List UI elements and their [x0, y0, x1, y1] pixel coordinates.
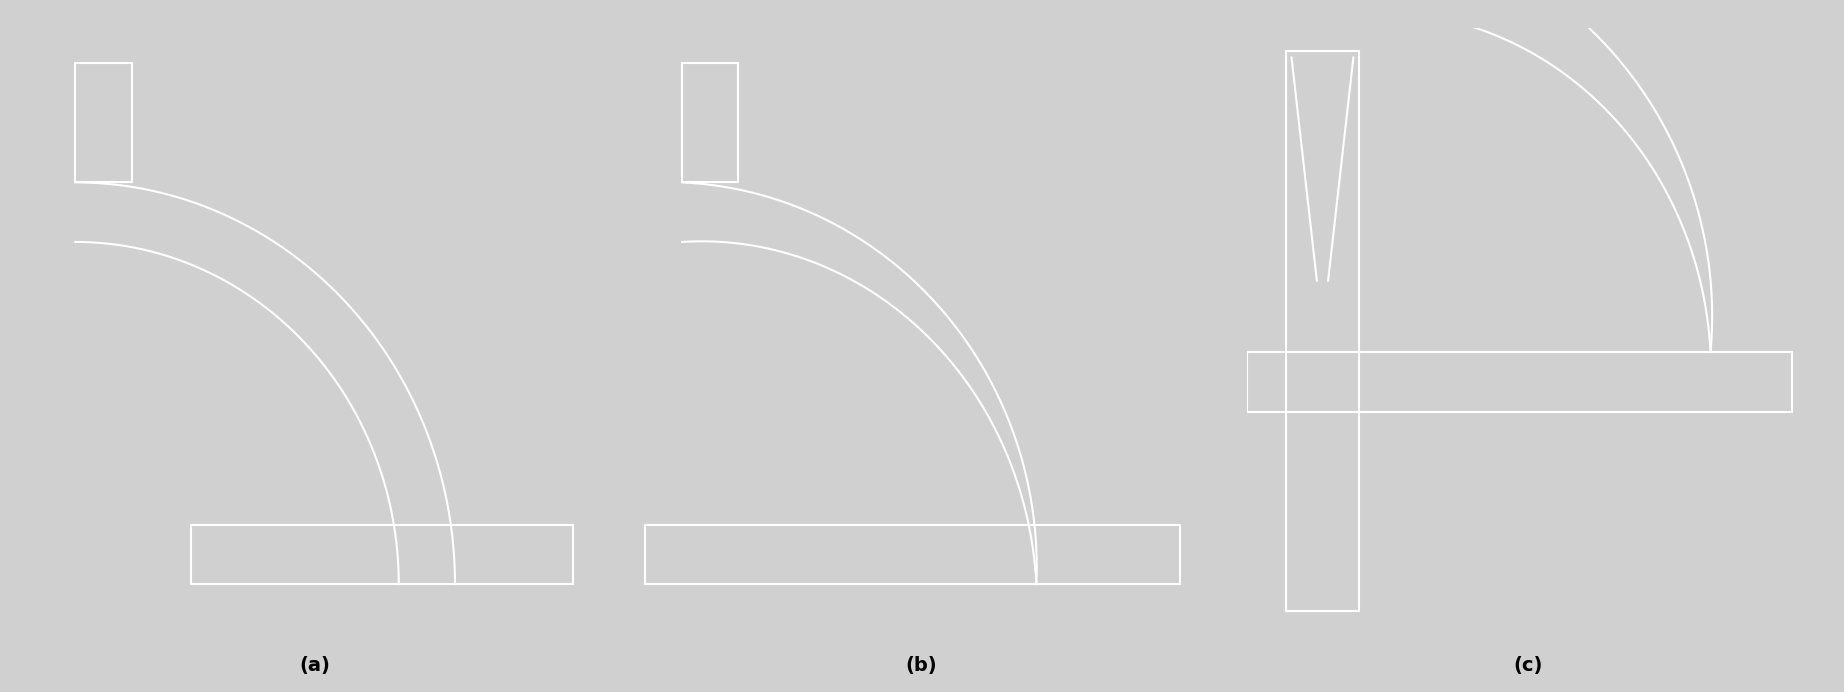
Text: (a): (a) — [299, 656, 330, 675]
Bar — [645, 525, 1180, 584]
Bar — [1247, 352, 1792, 412]
Bar — [76, 64, 131, 183]
Bar — [190, 525, 573, 584]
Text: (b): (b) — [905, 656, 937, 675]
Bar — [682, 64, 738, 183]
Bar — [1285, 51, 1359, 611]
Text: (c): (c) — [1514, 656, 1542, 675]
